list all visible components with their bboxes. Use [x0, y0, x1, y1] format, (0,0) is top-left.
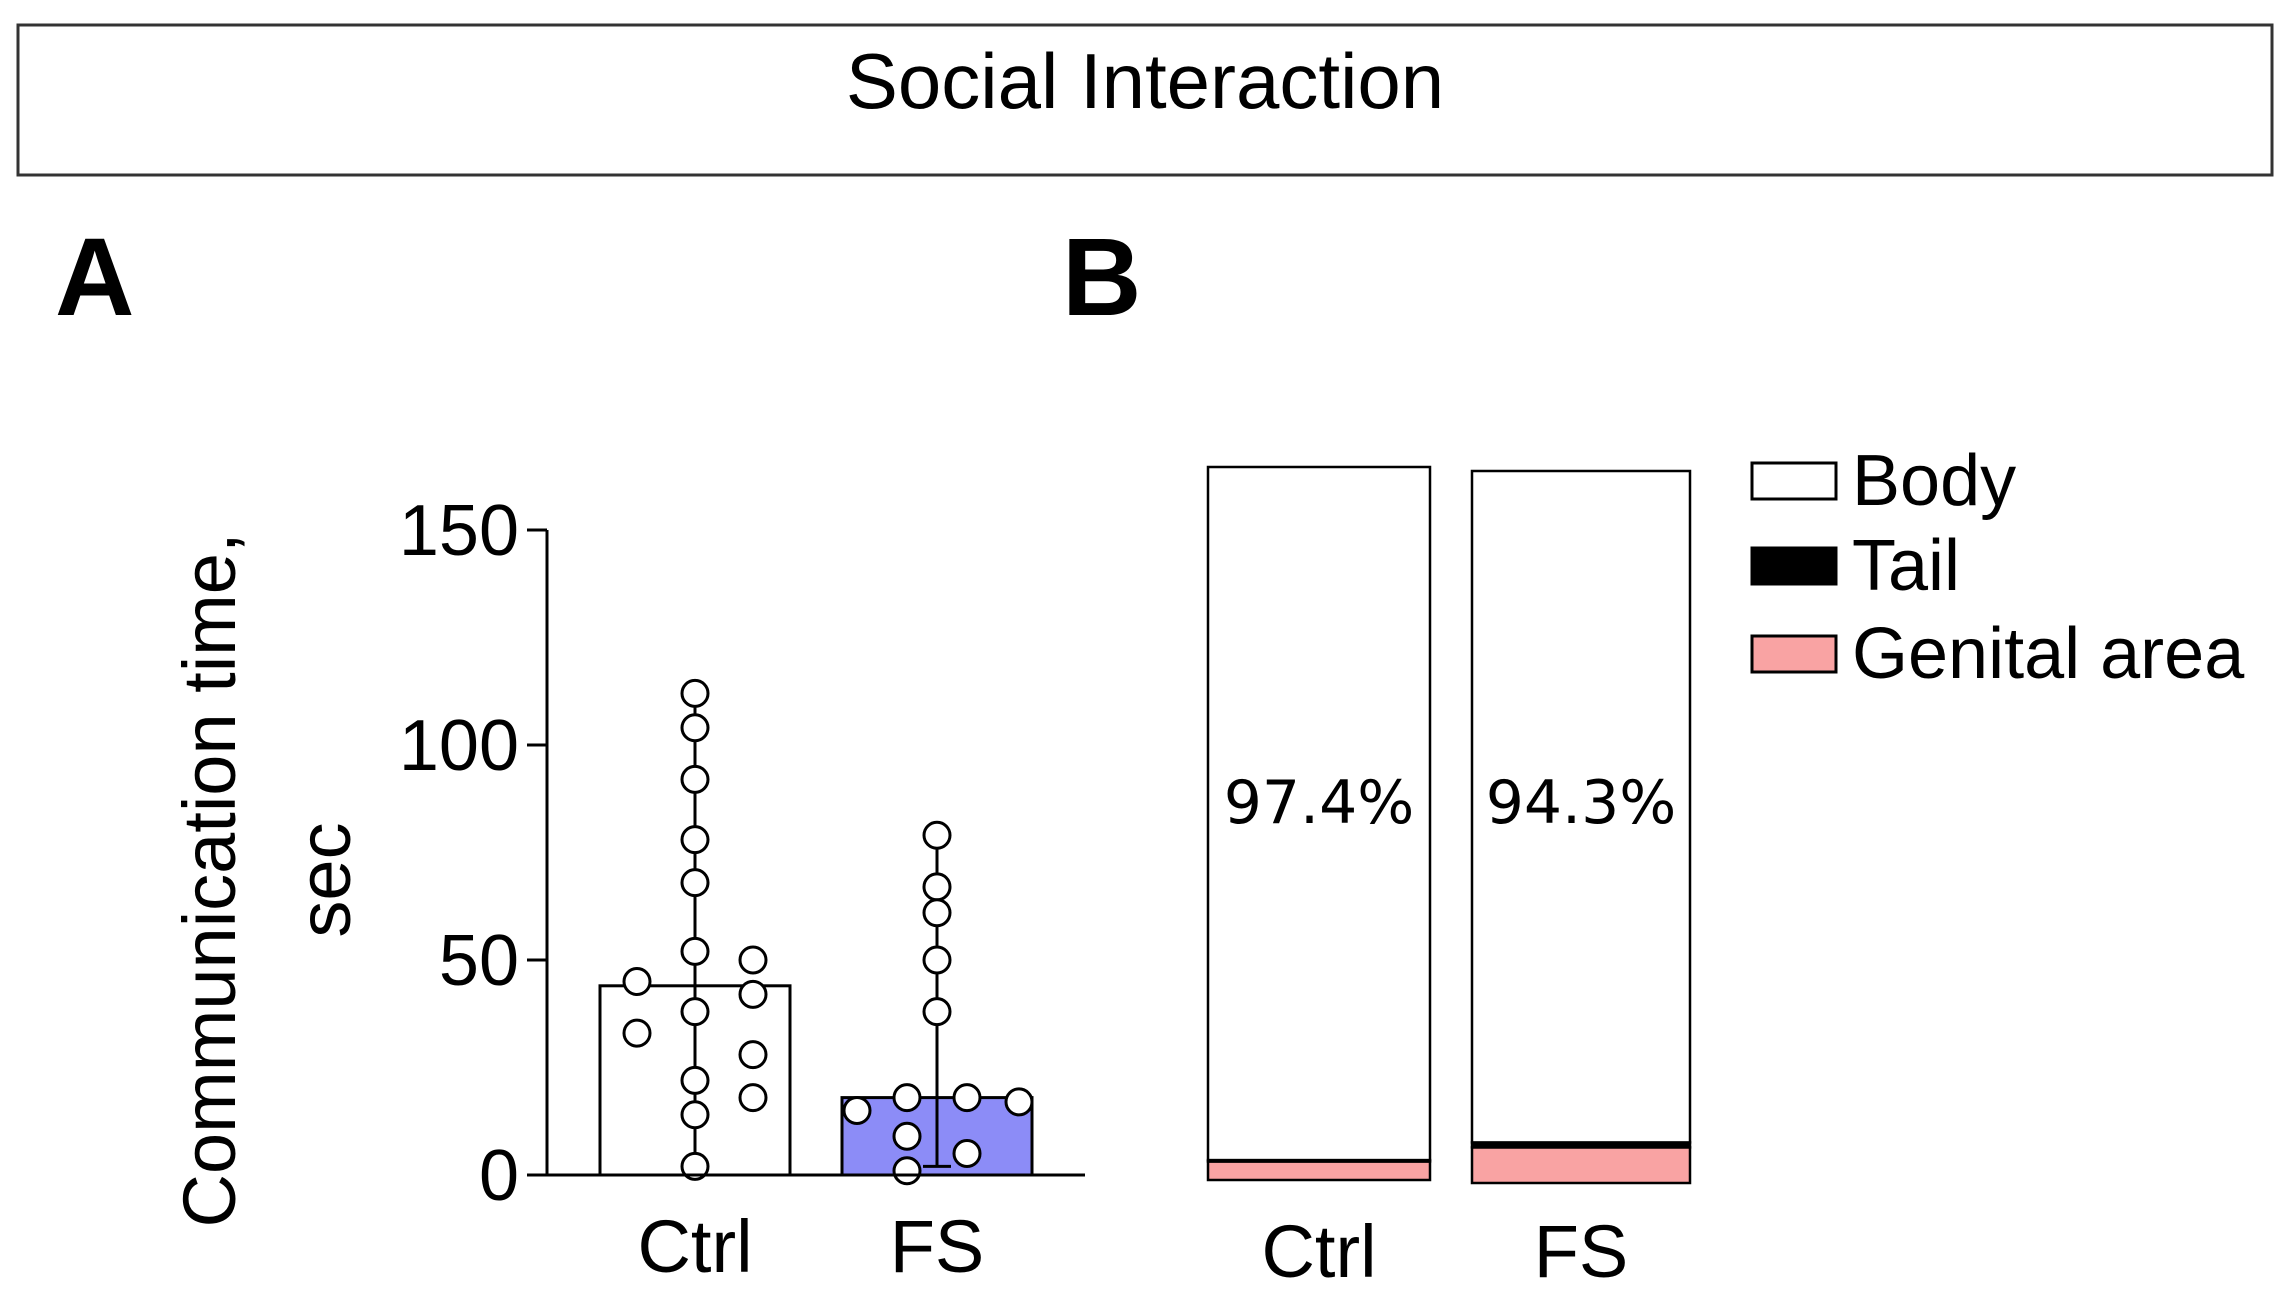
data-point	[922, 872, 952, 902]
legend-label: Genital area	[1852, 614, 2245, 694]
legend-label: Tail	[1852, 526, 1960, 606]
data-point	[680, 1065, 710, 1095]
data-point	[738, 945, 768, 975]
legend-label: Body	[1852, 441, 2016, 521]
panel-letter-b: B	[1062, 216, 1141, 339]
data-point	[680, 936, 710, 966]
y-axis-label-line1: Communication time,	[168, 532, 251, 1227]
data-point	[622, 1018, 652, 1048]
data-point	[680, 1100, 710, 1130]
data-point	[922, 820, 952, 850]
x-category-label: Ctrl	[1261, 1210, 1376, 1293]
legend-swatch-genital-area	[1750, 634, 1838, 674]
data-point	[892, 1156, 922, 1186]
data-point	[680, 1151, 710, 1181]
data-point	[738, 1040, 768, 1070]
legend-swatch-tail	[1750, 546, 1838, 586]
bar-ctrl-genital-area	[1206, 1160, 1432, 1182]
data-point	[738, 1083, 768, 1113]
data-point	[680, 764, 710, 794]
data-point	[680, 713, 710, 743]
data-point	[1004, 1087, 1034, 1117]
y-tick-label: 150	[399, 491, 519, 571]
data-point	[952, 1083, 982, 1113]
percentage-label: 97.4%	[1224, 768, 1415, 838]
data-point	[680, 825, 710, 855]
data-point	[922, 997, 952, 1027]
y-tick-label: 0	[479, 1136, 519, 1216]
bar-ctrl-body	[1206, 465, 1432, 1162]
data-point	[622, 967, 652, 996]
data-point	[922, 945, 952, 975]
data-point	[738, 979, 768, 1009]
x-category-label: FS	[1534, 1210, 1629, 1293]
percentage-label: 94.3%	[1486, 768, 1677, 838]
data-point	[952, 1139, 982, 1168]
legend-swatch-body	[1750, 461, 1838, 501]
data-point	[892, 1121, 922, 1151]
data-point	[680, 678, 710, 708]
y-tick-label: 100	[399, 706, 519, 786]
panel-a-chart: Communication time, sec 0 50 100 150 Ctrl FS	[168, 491, 1085, 1288]
data-point	[680, 997, 710, 1027]
x-category-label: FS	[890, 1205, 985, 1288]
data-point	[922, 898, 952, 928]
data-point	[680, 868, 710, 898]
bar-fs-genital-area	[1470, 1146, 1692, 1185]
title-box	[16, 23, 2274, 177]
y-axis-label-line2: sec	[283, 822, 366, 937]
data-point	[842, 1096, 872, 1125]
figure-title: Social Interaction	[846, 37, 1444, 125]
panel-letter-a: A	[55, 216, 134, 339]
y-tick-label: 50	[439, 921, 519, 1001]
data-point	[892, 1083, 922, 1113]
bar-fs-body	[1470, 469, 1692, 1144]
x-category-label: Ctrl	[637, 1205, 752, 1288]
